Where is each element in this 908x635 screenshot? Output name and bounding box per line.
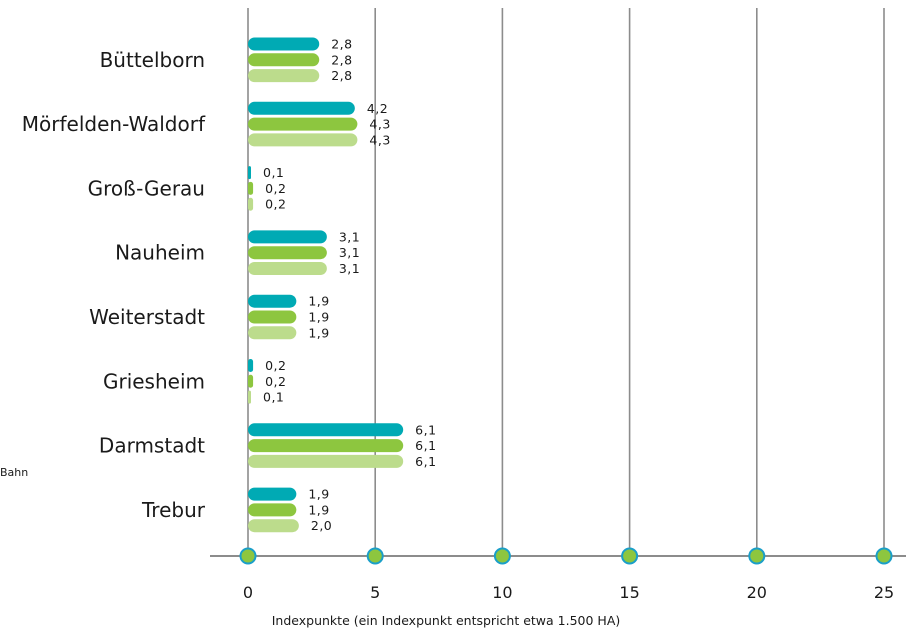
- x-tick-label-1: 5: [370, 583, 380, 602]
- bars: [248, 37, 404, 533]
- bar-0-1: [248, 53, 320, 67]
- bar-3-2: [248, 262, 327, 275]
- bar-7-1: [248, 503, 297, 517]
- bar-2-0: [248, 166, 251, 180]
- value-label-0-2: 2,8: [331, 68, 352, 83]
- value-label-1-0: 4,2: [367, 101, 388, 116]
- bar-6-2: [248, 454, 404, 468]
- bar-7-2: [248, 519, 299, 533]
- bar-4-0: [248, 294, 297, 308]
- bar-7-0: [248, 487, 297, 501]
- category-labels: Büttelborn Mörfelden-Waldorf Groß-Gerau Nau…: [22, 48, 206, 522]
- value-label-4-1: 1,9: [308, 310, 329, 325]
- value-labels: 2,82,82,84,24,34,30,10,20,23,13,13,11,91…: [263, 37, 436, 534]
- bar-3-0: [248, 230, 327, 244]
- category-label-5: Griesheim: [103, 369, 205, 393]
- x-tick-marker-1: [366, 547, 384, 565]
- bar-5-0: [248, 359, 254, 372]
- bar-1-2: [248, 133, 358, 147]
- value-label-3-0: 3,1: [339, 229, 360, 244]
- value-label-6-2: 6,1: [415, 454, 436, 469]
- category-label-6: Darmstadt: [99, 434, 205, 458]
- bar-3-1: [248, 246, 327, 260]
- category-label-4: Weiterstadt: [89, 305, 205, 329]
- x-tick-label-3: 15: [619, 583, 639, 602]
- category-label-0: Büttelborn: [100, 48, 205, 72]
- category-label-1: Mörfelden-Waldorf: [22, 112, 206, 136]
- x-tick-label-2: 10: [492, 583, 512, 602]
- bar-4-2: [248, 326, 297, 340]
- bar-5-1: [248, 374, 254, 388]
- grid-lines: [247, 8, 885, 556]
- value-label-5-0: 0,2: [265, 358, 286, 373]
- value-label-7-2: 2,0: [311, 518, 332, 533]
- bar-1-1: [248, 117, 358, 131]
- side-note: Bahn: [0, 466, 28, 479]
- x-tick-marker-0: [239, 547, 257, 565]
- x-tick-label-5: 25: [874, 583, 894, 602]
- category-label-7: Trebur: [141, 498, 206, 522]
- x-tick-marker-5: [875, 547, 893, 565]
- value-label-3-1: 3,1: [339, 245, 360, 260]
- value-label-2-2: 0,2: [265, 197, 286, 212]
- x-axis-title: Indexpunkte (ein Indexpunkt entspricht e…: [272, 613, 621, 628]
- value-label-1-2: 4,3: [369, 132, 390, 147]
- bar-1-0: [248, 101, 355, 115]
- value-label-6-0: 6,1: [415, 422, 436, 437]
- value-label-5-2: 0,1: [263, 390, 284, 405]
- bar-5-2: [248, 390, 251, 404]
- x-tick-label-0: 0: [243, 583, 253, 602]
- value-label-3-2: 3,1: [339, 261, 360, 276]
- x-tick-label-4: 20: [747, 583, 767, 602]
- value-label-2-0: 0,1: [263, 165, 284, 180]
- value-label-1-1: 4,3: [369, 117, 390, 132]
- value-label-2-1: 0,2: [265, 181, 286, 196]
- value-label-5-1: 0,2: [265, 374, 286, 389]
- value-label-0-0: 2,8: [331, 37, 352, 52]
- category-label-2: Groß-Gerau: [88, 176, 205, 200]
- category-label-3: Nauheim: [115, 241, 205, 265]
- x-axis: 0 5 10 15 20 25: [210, 547, 906, 602]
- value-label-0-1: 2,8: [331, 52, 352, 67]
- value-label-7-1: 1,9: [308, 502, 329, 517]
- x-tick-marker-2: [493, 547, 511, 565]
- bar-2-1: [248, 181, 254, 195]
- bar-0-2: [248, 69, 320, 83]
- x-tick-marker-4: [748, 547, 766, 565]
- bar-0-0: [248, 37, 320, 51]
- bar-4-1: [248, 310, 297, 324]
- bar-6-1: [248, 439, 404, 453]
- bar-2-2: [248, 197, 254, 211]
- bar-6-0: [248, 423, 404, 437]
- value-label-4-2: 1,9: [308, 325, 329, 340]
- value-label-6-1: 6,1: [415, 438, 436, 453]
- x-tick-marker-3: [621, 547, 639, 565]
- value-label-7-0: 1,9: [308, 487, 329, 502]
- value-label-4-0: 1,9: [308, 294, 329, 309]
